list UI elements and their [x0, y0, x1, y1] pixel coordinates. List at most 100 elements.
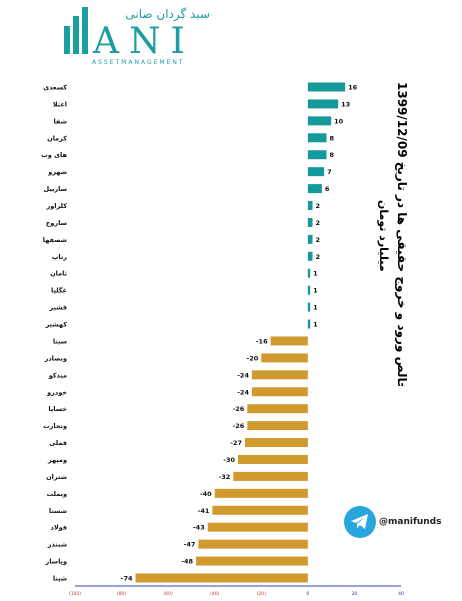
- bar-value-label: -27: [230, 439, 242, 447]
- bar-value-label: -26: [233, 422, 245, 430]
- bar-value-label: 1: [313, 287, 318, 295]
- bar: [307, 167, 325, 177]
- category-label: کسعدی: [43, 84, 67, 92]
- bar: [247, 421, 308, 431]
- bar: [198, 539, 308, 549]
- category-label: میدکو: [48, 371, 67, 379]
- bar: [307, 150, 327, 160]
- x-tick-label: (60): [164, 591, 173, 597]
- bar: [307, 319, 311, 329]
- bar-value-label: -41: [198, 507, 210, 515]
- category-label: های وب: [41, 151, 67, 159]
- bar: [244, 438, 308, 448]
- bar: [261, 353, 308, 363]
- x-tick-label: (40): [210, 591, 219, 597]
- bar: [307, 217, 313, 227]
- bar: [307, 116, 332, 126]
- category-label: وپاسار: [45, 558, 68, 566]
- category-label: ساربیل: [44, 185, 67, 193]
- telegram-handle: @manifunds: [379, 517, 442, 527]
- chart-title-main: خالص ورود و خروج حقیقی ها در تاریخ 1399/…: [394, 82, 409, 386]
- category-label: شبندر: [47, 541, 67, 549]
- bar-value-label: -74: [121, 575, 133, 583]
- logo-tagline: ASSETMANAGEMENT: [92, 59, 185, 66]
- category-label: شپنا: [53, 575, 67, 583]
- category-label: وتجارت: [43, 422, 67, 430]
- category-label: ومپهر: [47, 456, 67, 464]
- logo-bar: [82, 7, 88, 54]
- bar-value-label: -47: [184, 541, 196, 549]
- category-label: کلراور: [46, 202, 68, 210]
- bar-value-label: 1: [313, 304, 318, 312]
- x-tick-label: (100): [69, 591, 81, 597]
- bar-value-label: -20: [247, 354, 259, 362]
- bar-value-label: -40: [200, 490, 212, 498]
- category-label: فولاد: [50, 524, 67, 532]
- bar: [212, 505, 308, 515]
- category-label: خساپا: [48, 405, 67, 413]
- bar: [251, 387, 308, 397]
- x-tick-label: 0: [306, 591, 309, 597]
- bar: [307, 184, 322, 194]
- bar-value-label: -43: [193, 524, 205, 532]
- chart-title-unit: میلیارد تومان: [377, 200, 390, 272]
- category-label: کرمان: [47, 134, 67, 142]
- category-label: وبصادر: [44, 354, 67, 362]
- bar-value-label: 2: [316, 236, 321, 244]
- asset-management-logo: سبد گردان صانی ANI ASSETMANAGEMENT: [64, 7, 210, 66]
- bar: [196, 556, 308, 566]
- bar: [247, 404, 308, 414]
- bar: [307, 302, 311, 312]
- bar: [307, 82, 346, 92]
- bar: [307, 133, 327, 143]
- bar-value-label: 1: [313, 321, 318, 329]
- bar: [251, 370, 308, 380]
- bar-value-label: 10: [334, 117, 344, 125]
- category-label: فملی: [49, 439, 67, 447]
- bar-value-label: 2: [316, 219, 321, 227]
- bar-value-label: -24: [237, 388, 249, 396]
- category-label: ساروج: [46, 219, 67, 227]
- bar-value-label: -48: [181, 558, 193, 566]
- category-label: اعتلا: [53, 100, 67, 108]
- bar-value-label: 2: [316, 253, 321, 261]
- category-label: رتاپ: [52, 253, 67, 261]
- bar: [233, 471, 308, 481]
- logo-bar: [64, 26, 70, 54]
- bar: [207, 522, 308, 532]
- x-tick-label: 40: [398, 591, 404, 597]
- category-label: شهرو: [47, 168, 67, 176]
- category-label: خودرو: [46, 388, 67, 396]
- category-label: کهشیر: [45, 321, 68, 329]
- x-tick-label: 20: [352, 591, 358, 597]
- bar-value-label: 7: [327, 168, 332, 176]
- bar: [238, 454, 308, 464]
- category-label: سیتا: [53, 337, 67, 345]
- telegram-channel-link[interactable]: @manifunds: [344, 506, 441, 538]
- category-label: شفا: [53, 117, 67, 125]
- bar-value-label: 6: [325, 185, 330, 193]
- bar: [214, 488, 308, 498]
- bar: [307, 251, 313, 261]
- bar: [135, 573, 308, 583]
- chart-title: خالص ورود و خروج حقیقی ها در تاریخ 1399/…: [377, 82, 409, 386]
- bar-value-label: -24: [237, 371, 249, 379]
- category-label: قشیر: [48, 304, 67, 312]
- bar-value-label: 8: [329, 151, 334, 159]
- x-tick-label: (20): [257, 591, 266, 597]
- bar-value-label: -26: [233, 405, 245, 413]
- bar: [307, 201, 313, 211]
- bar-value-label: -32: [219, 473, 231, 481]
- category-label: شصفها: [43, 236, 67, 244]
- bar: [307, 268, 311, 278]
- bar-value-label: 1: [313, 270, 318, 278]
- telegram-icon: [344, 506, 376, 538]
- bar-value-label: -30: [223, 456, 235, 464]
- bar-value-label: 8: [329, 134, 334, 142]
- bar: [270, 336, 308, 346]
- bar: [307, 99, 339, 109]
- logo-brand-latin: ANI: [92, 21, 195, 62]
- category-label: ثامان: [50, 270, 67, 278]
- bar: [307, 285, 311, 295]
